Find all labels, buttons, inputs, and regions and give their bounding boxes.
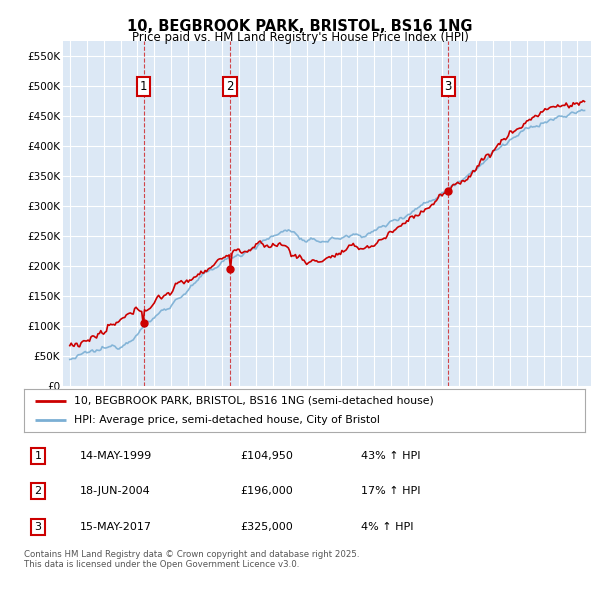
Text: Price paid vs. HM Land Registry's House Price Index (HPI): Price paid vs. HM Land Registry's House … (131, 31, 469, 44)
Text: 1: 1 (140, 80, 148, 93)
Text: HPI: Average price, semi-detached house, City of Bristol: HPI: Average price, semi-detached house,… (74, 415, 380, 425)
Text: 15-MAY-2017: 15-MAY-2017 (80, 522, 152, 532)
Text: 10, BEGBROOK PARK, BRISTOL, BS16 1NG (semi-detached house): 10, BEGBROOK PARK, BRISTOL, BS16 1NG (se… (74, 396, 434, 406)
Text: 18-JUN-2004: 18-JUN-2004 (80, 486, 151, 496)
Text: 14-MAY-1999: 14-MAY-1999 (80, 451, 152, 461)
Text: £325,000: £325,000 (240, 522, 293, 532)
Text: £196,000: £196,000 (240, 486, 293, 496)
Text: 2: 2 (226, 80, 233, 93)
Text: Contains HM Land Registry data © Crown copyright and database right 2025.
This d: Contains HM Land Registry data © Crown c… (24, 550, 359, 569)
Text: 10, BEGBROOK PARK, BRISTOL, BS16 1NG: 10, BEGBROOK PARK, BRISTOL, BS16 1NG (127, 19, 473, 34)
Text: 3: 3 (445, 80, 452, 93)
Text: 43% ↑ HPI: 43% ↑ HPI (361, 451, 420, 461)
Text: 4% ↑ HPI: 4% ↑ HPI (361, 522, 413, 532)
Text: 17% ↑ HPI: 17% ↑ HPI (361, 486, 420, 496)
Text: 1: 1 (35, 451, 41, 461)
Text: 2: 2 (34, 486, 41, 496)
Text: £104,950: £104,950 (240, 451, 293, 461)
Text: 3: 3 (35, 522, 41, 532)
